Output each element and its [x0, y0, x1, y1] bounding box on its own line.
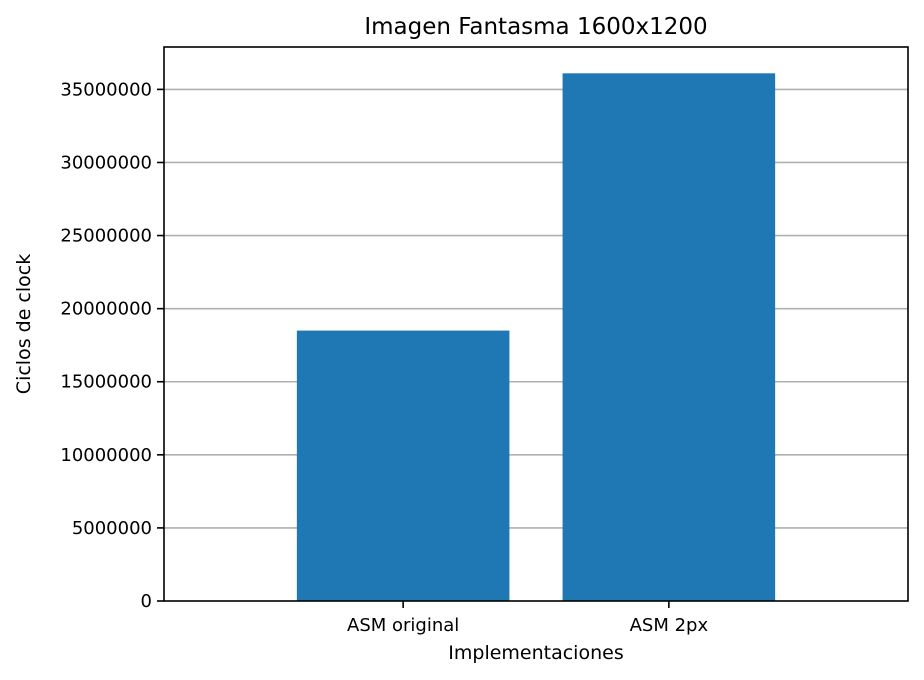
bars [296, 73, 776, 602]
y-tick-label: 30000000 [60, 152, 152, 173]
chart-title: Imagen Fantasma 1600x1200 [364, 14, 707, 40]
x-axis-ticks: ASM original ASM 2px [347, 601, 708, 636]
y-axis-ticks: 0 5000000 10000000 15000000 20000000 25000000… [60, 79, 164, 612]
y-tick-label: 35000000 [60, 79, 152, 100]
x-axis-label: Implementaciones [448, 642, 623, 664]
plot-frame [163, 46, 909, 602]
y-axis-label: Ciclos de clock [13, 254, 35, 394]
y-tick-label: 0 [141, 591, 152, 612]
y-tick-label: 25000000 [60, 226, 152, 247]
y-tick-label: 20000000 [60, 299, 152, 320]
y-tick-label: 10000000 [60, 445, 152, 466]
x-tick-label: ASM 2px [630, 615, 709, 636]
y-tick-label: 5000000 [72, 518, 152, 539]
bar-asm-original [296, 330, 510, 601]
gridlines [164, 88, 908, 529]
bar-asm-2px [562, 73, 776, 602]
x-tick-label: ASM original [347, 615, 459, 636]
y-tick-label: 15000000 [60, 372, 152, 393]
